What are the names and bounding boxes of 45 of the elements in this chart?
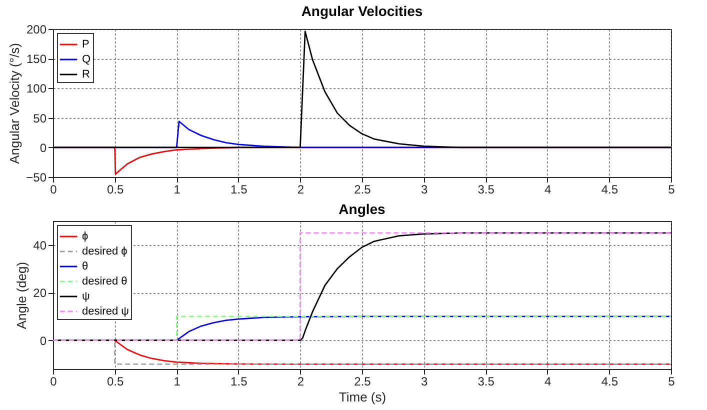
x-tick-label: 3.5 [478, 374, 495, 388]
x-tick-label: 1.5 [230, 182, 248, 196]
x-tick-label: 0.5 [106, 182, 124, 196]
x-tick-label: 2 [297, 182, 304, 196]
x-tick-label: 0 [50, 374, 58, 388]
x-tick-label: 4.5 [601, 374, 618, 388]
y-tick-label: 50 [33, 111, 47, 126]
y-tick-label: 200 [26, 22, 47, 36]
x-tick-label: 3.5 [478, 182, 495, 196]
x-tick-label: 2 [297, 374, 304, 388]
x-tick-label: 0 [50, 182, 58, 196]
y-tick-label: 40 [33, 238, 47, 252]
x-tick-label: 1 [174, 374, 181, 388]
x-tick-label: 5 [668, 182, 676, 196]
legend-label: ϕ [82, 230, 88, 242]
x-tick-label: 2.5 [354, 374, 372, 388]
legend-label: Q [82, 54, 91, 66]
y-tick-label: 150 [26, 52, 47, 66]
legend-label: desired ϕ [82, 246, 128, 258]
x-tick-label: 1 [174, 182, 181, 196]
x-tick-label: 0.5 [106, 374, 124, 388]
y-axis-title: Angle (deg) [14, 262, 30, 330]
x-tick-label: 1.5 [230, 374, 248, 388]
x-axis-title: Time (s) [338, 390, 386, 404]
y-axis-title: Angular Velocity (°/s) [7, 43, 22, 164]
x-tick-label: 2.5 [354, 182, 372, 196]
chart-title: Angles [338, 201, 386, 217]
legend-label: desired θ [82, 276, 128, 288]
y-tick-label: 0 [40, 334, 47, 348]
legend-label: P [82, 38, 90, 50]
legend-label: R [82, 68, 90, 80]
x-tick-label: 3 [420, 182, 428, 196]
legend-label: desired ψ [82, 306, 130, 318]
y-tick-label: 100 [26, 82, 47, 96]
y-tick-label: 20 [33, 286, 47, 300]
legend-label: ψ [82, 290, 90, 302]
chart-title: Angular Velocities [301, 3, 423, 19]
y-tick-label: −50 [26, 170, 47, 184]
y-tick-label: 0 [40, 140, 47, 155]
x-tick-label: 4 [544, 182, 552, 196]
x-tick-label: 4.5 [601, 182, 618, 196]
x-tick-label: 4 [544, 374, 552, 388]
x-tick-label: 5 [668, 374, 676, 388]
legend-label: θ [82, 260, 88, 272]
x-tick-label: 3 [420, 374, 428, 388]
